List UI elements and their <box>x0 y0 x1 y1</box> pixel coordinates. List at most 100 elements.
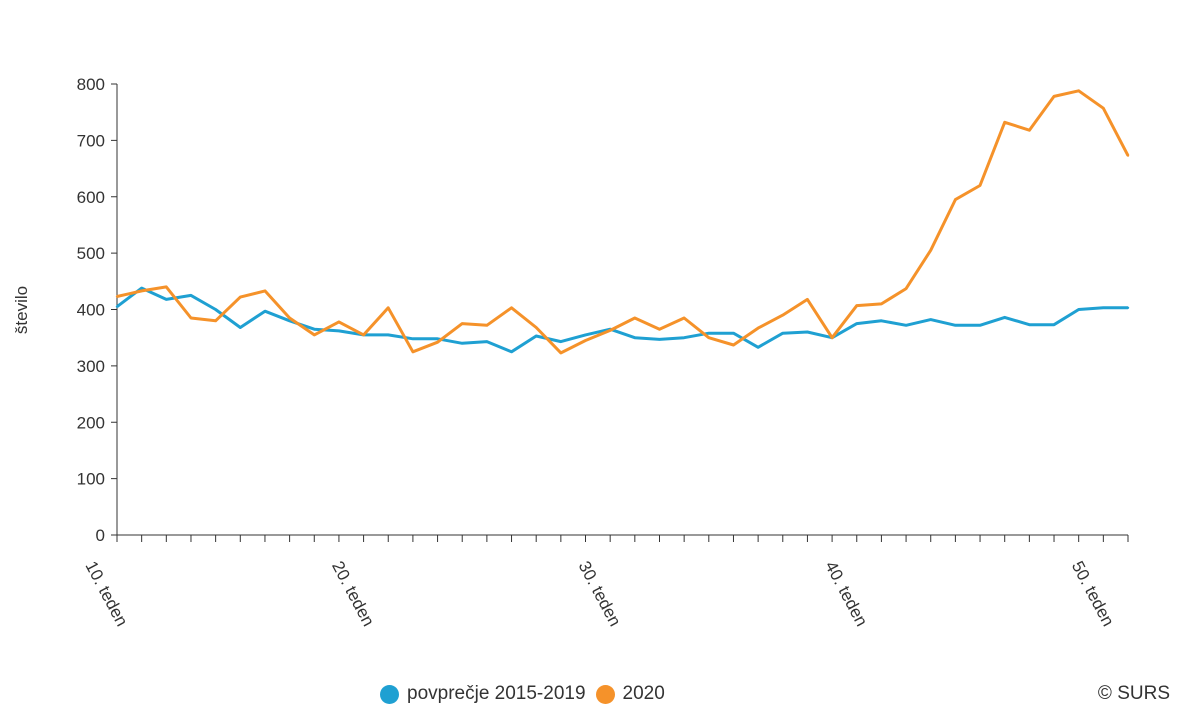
data-point-2020[interactable] <box>707 336 711 339</box>
data-point-average[interactable] <box>411 337 415 341</box>
data-point-average[interactable] <box>1102 306 1105 310</box>
data-point-2020[interactable] <box>115 295 119 298</box>
series-line-average <box>116 286 1128 354</box>
data-point-2020[interactable] <box>1003 121 1006 124</box>
data-point-average[interactable] <box>904 324 908 327</box>
data-point-2020[interactable] <box>929 249 932 252</box>
data-point-2020[interactable] <box>1126 154 1130 157</box>
data-point-average[interactable] <box>239 326 242 329</box>
data-point-2020[interactable] <box>214 319 217 322</box>
data-point-2020[interactable] <box>682 316 686 320</box>
data-point-2020[interactable] <box>1077 89 1080 92</box>
data-point-2020[interactable] <box>584 339 587 342</box>
data-point-2020[interactable] <box>140 289 143 293</box>
data-point-average[interactable] <box>559 340 563 343</box>
data-point-2020[interactable] <box>633 316 637 320</box>
data-point-2020[interactable] <box>658 328 661 331</box>
data-point-average[interactable] <box>534 334 538 338</box>
data-point-2020[interactable] <box>436 340 439 344</box>
data-point-2020[interactable] <box>288 316 291 320</box>
series-line-2020 <box>116 89 1130 355</box>
data-point-2020[interactable] <box>362 333 365 337</box>
data-point-average[interactable] <box>510 350 513 353</box>
data-point-average[interactable] <box>1003 316 1006 319</box>
data-point-average[interactable] <box>1052 323 1056 326</box>
data-point-2020[interactable] <box>461 322 464 325</box>
y-tick-label: 300 <box>77 357 105 376</box>
x-tick-label: 40. teden <box>821 558 871 630</box>
data-point-2020[interactable] <box>904 287 908 290</box>
data-point-average[interactable] <box>658 338 661 341</box>
data-point-average[interactable] <box>263 309 267 313</box>
y-tick-label: 200 <box>77 413 105 432</box>
data-point-2020[interactable] <box>337 320 341 324</box>
data-point-average[interactable] <box>732 331 735 335</box>
data-point-average[interactable] <box>313 328 316 331</box>
line-chart: 0 100 200 300 400 500 600 700 800 10. teden 20. t… <box>12 75 1130 630</box>
data-point-average[interactable] <box>165 298 168 301</box>
data-point-2020[interactable] <box>781 313 784 317</box>
y-tick-label: 600 <box>77 188 105 207</box>
data-point-2020[interactable] <box>978 184 982 187</box>
data-point-average[interactable] <box>387 333 390 337</box>
data-point-average[interactable] <box>485 340 489 343</box>
data-point-average[interactable] <box>436 337 439 341</box>
data-point-2020[interactable] <box>954 198 957 201</box>
legend-item-2020[interactable]: 2020 <box>595 683 665 705</box>
data-point-2020[interactable] <box>830 336 834 339</box>
x-tick-label: 50. teden <box>1068 558 1118 630</box>
x-tick-label: 10. teden <box>81 558 131 630</box>
legend-marker-2020 <box>595 684 615 704</box>
data-point-2020[interactable] <box>732 343 735 347</box>
data-point-average[interactable] <box>756 346 760 349</box>
data-point-average[interactable] <box>1028 323 1031 326</box>
data-point-average[interactable] <box>214 308 217 311</box>
y-axis: 0 100 200 300 400 500 600 700 800 <box>77 75 118 545</box>
data-point-2020[interactable] <box>387 306 390 310</box>
data-point-2020[interactable] <box>806 298 809 301</box>
data-point-average[interactable] <box>954 324 957 327</box>
data-point-average[interactable] <box>929 318 932 321</box>
data-point-average[interactable] <box>115 305 119 308</box>
data-point-2020[interactable] <box>559 351 563 355</box>
data-point-2020[interactable] <box>534 326 538 329</box>
legend: povprečje 2015-2019 2020 <box>380 683 675 705</box>
data-point-2020[interactable] <box>313 333 316 337</box>
data-point-2020[interactable] <box>411 350 415 353</box>
data-point-average[interactable] <box>337 329 341 333</box>
data-point-average[interactable] <box>1077 308 1080 311</box>
data-point-average[interactable] <box>633 336 637 339</box>
data-point-2020[interactable] <box>165 285 168 289</box>
data-point-2020[interactable] <box>756 326 760 330</box>
data-point-average[interactable] <box>806 330 809 334</box>
data-point-2020[interactable] <box>189 316 193 320</box>
data-point-2020[interactable] <box>608 329 612 332</box>
data-point-2020[interactable] <box>880 302 883 306</box>
data-point-average[interactable] <box>140 286 143 290</box>
y-tick-label: 800 <box>77 75 105 94</box>
data-point-average[interactable] <box>1126 306 1130 310</box>
data-point-average[interactable] <box>781 331 784 335</box>
data-point-average[interactable] <box>880 319 883 322</box>
legend-item-average[interactable]: povprečje 2015-2019 <box>380 683 586 705</box>
y-tick-label: 400 <box>77 301 105 320</box>
data-point-average[interactable] <box>978 324 982 327</box>
data-point-average[interactable] <box>707 331 711 335</box>
data-point-average[interactable] <box>682 336 686 339</box>
data-point-average[interactable] <box>461 342 464 345</box>
y-tick-label: 500 <box>77 244 105 263</box>
data-point-2020[interactable] <box>239 295 242 299</box>
data-point-average[interactable] <box>189 294 193 297</box>
data-point-2020[interactable] <box>263 289 267 293</box>
x-tick-label: 30. teden <box>575 558 625 630</box>
data-point-average[interactable] <box>584 333 587 337</box>
data-point-2020[interactable] <box>485 324 489 327</box>
data-point-2020[interactable] <box>510 306 513 310</box>
x-tick-label: 20. teden <box>328 558 378 630</box>
data-point-average[interactable] <box>855 322 858 325</box>
legend-label-average: povprečje 2015-2019 <box>407 683 586 704</box>
data-point-2020[interactable] <box>1102 107 1105 110</box>
data-point-2020[interactable] <box>855 304 858 307</box>
data-point-2020[interactable] <box>1052 95 1056 98</box>
data-point-2020[interactable] <box>1028 129 1031 132</box>
